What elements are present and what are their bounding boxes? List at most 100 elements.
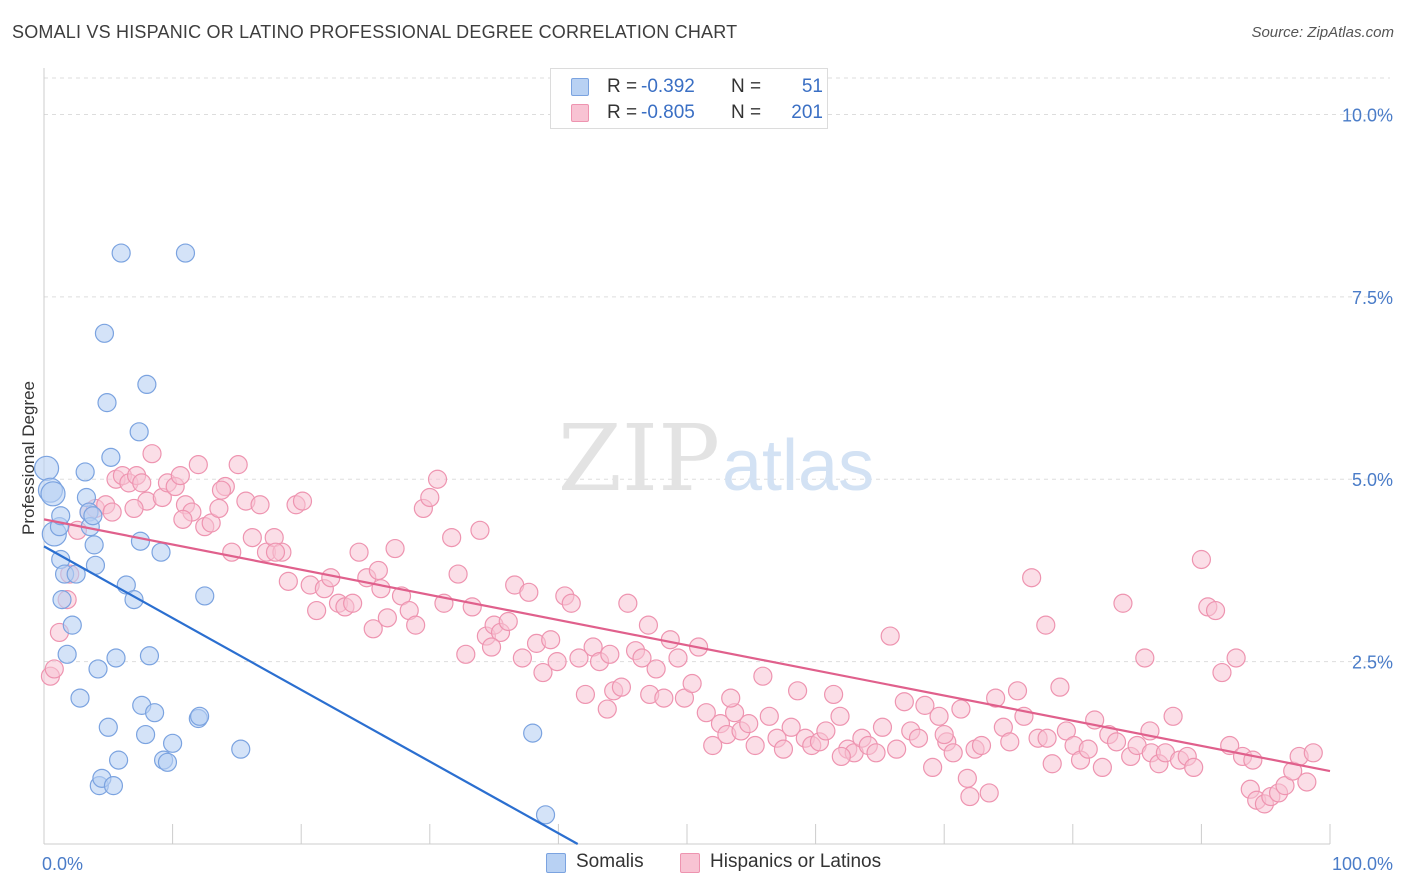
hispanics-point [934, 724, 954, 745]
hispanics-point [831, 746, 851, 767]
somalis-point [84, 535, 104, 555]
hispanics-point [816, 721, 836, 741]
hispanics-point [866, 743, 886, 763]
hispanics-point [753, 666, 773, 686]
hispanics-point [481, 637, 502, 657]
hispanics-point [371, 579, 391, 599]
hispanics-point [915, 695, 935, 715]
somalis-point [40, 481, 66, 507]
somalis-point [523, 723, 543, 743]
somalis-point [163, 733, 183, 753]
hispanics-point [1036, 615, 1056, 635]
hispanics-point [498, 611, 518, 632]
hispanics-point [923, 757, 943, 778]
hispanics-point [632, 648, 652, 668]
somalis-point [129, 422, 149, 442]
hispanics-point [739, 714, 759, 734]
hispanics-point [170, 465, 190, 486]
hispanics-point [682, 673, 702, 694]
hispanics-point [1135, 648, 1155, 668]
r-label: R = [607, 76, 638, 97]
y-tick-label: 10.0% [1342, 105, 1393, 125]
hispanics-point [1092, 757, 1112, 778]
hispanics-point [986, 688, 1006, 708]
watermark-zip: ZIP [558, 405, 720, 512]
hispanics-point [1226, 648, 1246, 668]
hispanics-point [462, 597, 482, 617]
trend-lines [43, 518, 1331, 845]
hispanics-point [960, 786, 980, 807]
hispanics-point [1303, 743, 1323, 763]
hispanics-point [211, 480, 232, 500]
hispanics-trend-line [43, 518, 1331, 773]
hispanics-point [1050, 677, 1070, 697]
hispanics-point [377, 608, 397, 628]
hispanics-point [745, 735, 765, 756]
hispanics-point [654, 688, 674, 708]
somalis-points [33, 243, 556, 825]
hispanics-point [703, 735, 723, 756]
hispanics-n-value: 201 [791, 102, 823, 123]
somalis-point [103, 776, 124, 796]
somalis-point [108, 750, 129, 770]
hispanics-point [343, 593, 363, 613]
hispanics-point [1106, 732, 1127, 752]
series-legend: Somalis Hispanics or Latinos [0, 851, 1406, 877]
somalis-point [130, 531, 151, 551]
hispanics-point [292, 491, 313, 511]
hispanics-point [265, 542, 286, 562]
somalis-point [97, 393, 117, 413]
n-label: N = [731, 102, 762, 123]
hispanics-point [618, 593, 638, 613]
hispanics-point [611, 677, 632, 697]
hispanics-point [209, 498, 229, 519]
hispanics-point [368, 560, 388, 581]
y-axis-title: Professional Degree [19, 381, 38, 535]
hispanics-point [44, 659, 64, 679]
hispanics-point [512, 648, 532, 668]
hispanics-point [349, 542, 369, 562]
somalis-trend-line [43, 545, 579, 845]
somalis-point [51, 506, 71, 526]
hispanics-point [547, 652, 567, 672]
hispanics-point [188, 455, 208, 475]
hispanics-point [1163, 706, 1183, 726]
hispanics-point [721, 688, 741, 708]
hispanics-point [830, 706, 850, 726]
hispanics-swatch [680, 853, 700, 873]
hispanics-point [1191, 549, 1212, 570]
hispanics-point [781, 717, 801, 737]
hispanics-point [142, 444, 162, 464]
hispanics-point [971, 735, 992, 756]
chart-title: SOMALI VS HISPANIC OR LATINO PROFESSIONA… [12, 22, 738, 42]
hispanics-point [668, 648, 688, 668]
hispanics-point [1000, 732, 1020, 752]
hispanics-point [759, 706, 779, 726]
hispanics-point [894, 692, 914, 712]
correlation-legend: R = -0.392 N = 51 R = -0.805 N = 201 [550, 68, 828, 129]
hispanics-point [646, 659, 666, 679]
somalis-point [98, 717, 118, 737]
somalis-point [157, 752, 178, 772]
somalis-point [52, 590, 72, 610]
hispanics-point [597, 699, 617, 719]
somalis-point [70, 688, 90, 708]
watermark-atlas: atlas [722, 426, 874, 506]
somalis-point [111, 243, 131, 263]
somalis-point [139, 646, 160, 666]
y-tick-labels: 2.5% 5.0% 7.5% 10.0% [1342, 105, 1393, 672]
hispanics-point [222, 542, 242, 562]
hispanics-point [533, 662, 553, 683]
hispanics-point [575, 684, 596, 705]
hispanics-point [278, 571, 298, 591]
hispanics-point [1205, 600, 1226, 621]
hispanics-point [307, 600, 327, 621]
somalis-point [75, 462, 95, 482]
y-tick-label: 7.5% [1352, 288, 1393, 308]
hispanics-point [242, 527, 262, 548]
hispanics-point [638, 615, 659, 635]
hispanics-point [406, 615, 426, 635]
hispanics-point [872, 717, 893, 737]
somalis-point [88, 659, 108, 679]
